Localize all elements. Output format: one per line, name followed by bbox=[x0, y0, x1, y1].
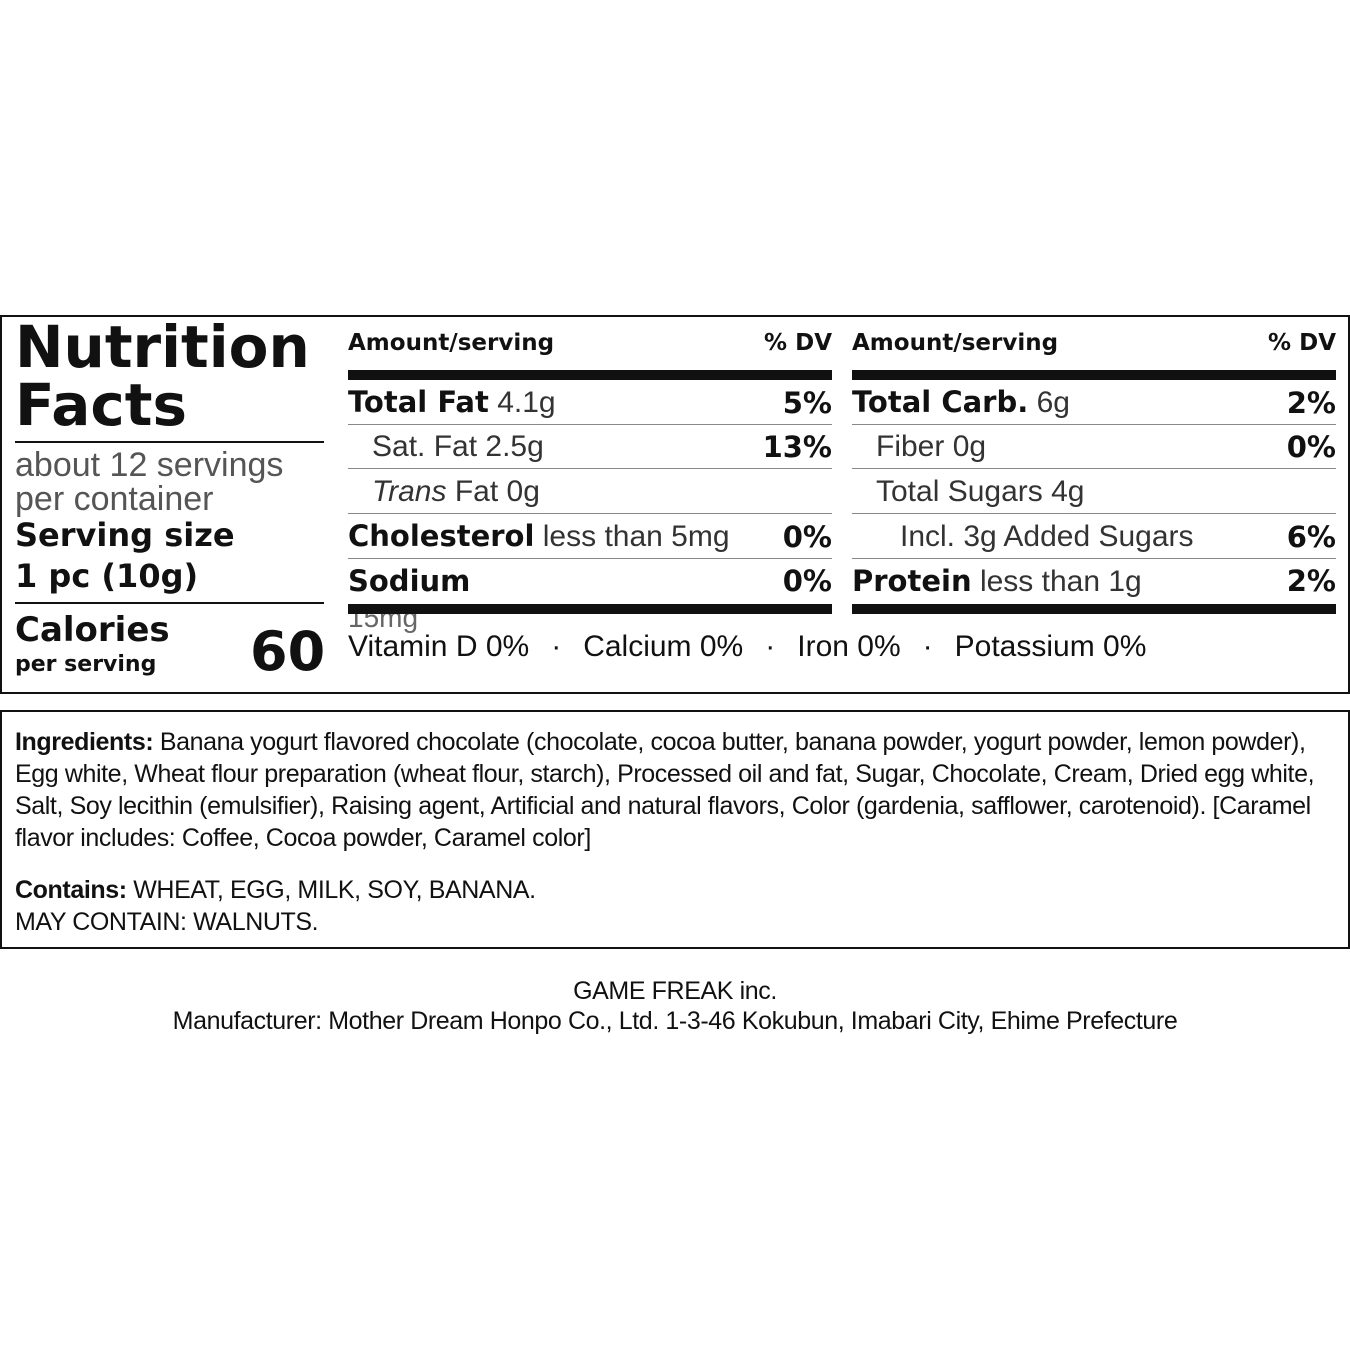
calories-sub: per serving bbox=[15, 652, 157, 677]
nutrient-amount: 0g bbox=[506, 474, 540, 508]
nutrient-name: Cholesterol bbox=[348, 519, 535, 553]
divider bbox=[15, 602, 324, 604]
ingredients: Ingredients: Banana yogurt flavored choc… bbox=[15, 726, 1335, 854]
nutrient-dv: 6% bbox=[1286, 519, 1336, 554]
nutrient-dv: 0% bbox=[782, 564, 832, 598]
dv-header: % DV bbox=[764, 330, 832, 356]
ingredients-text: Banana yogurt flavored chocolate (chocol… bbox=[15, 728, 1315, 852]
may-contain: MAY CONTAIN: WALNUTS. bbox=[15, 908, 319, 936]
nutrient-dv: 0% bbox=[1286, 429, 1336, 464]
thick-bar bbox=[348, 604, 832, 614]
nutrient-name: Protein bbox=[852, 563, 972, 598]
nutrient-name: Fiber bbox=[876, 429, 945, 463]
amount-header: Amount/serving bbox=[852, 330, 1059, 356]
title: Nutrition Facts bbox=[15, 313, 310, 439]
nutrient-name: Total Fat bbox=[348, 385, 489, 419]
nutrient-row: Protein less than 1g 2% bbox=[852, 559, 1336, 603]
ingredients-label: Ingredients: bbox=[15, 728, 154, 756]
column-header: Amount/serving % DV bbox=[852, 330, 1336, 362]
nutrient-name-italic: Trans bbox=[372, 474, 447, 508]
nutrient-amount: 4g bbox=[1051, 474, 1085, 508]
bullet: · bbox=[922, 630, 933, 663]
bullet: · bbox=[765, 630, 776, 663]
nutrient-row: Total Fat 4.1g 5% bbox=[348, 381, 832, 425]
nutrient-name: Total Carb. bbox=[852, 385, 1029, 419]
vitamins: Vitamin D 0% · Calcium 0% · Iron 0% · Potas… bbox=[348, 630, 1146, 664]
nutrient-row: Sodium 0% bbox=[348, 559, 832, 603]
dv-header: % DV bbox=[1268, 330, 1336, 356]
nutrient-row: Cholesterol less than 5mg 0% bbox=[348, 515, 832, 559]
manufacturer: Manufacturer: Mother Dream Honpo Co., Lt… bbox=[172, 1007, 1178, 1035]
serving-size-label: Serving size bbox=[15, 516, 235, 554]
amount-header: Amount/serving bbox=[348, 330, 555, 356]
serving-size: 1 pc (10g) bbox=[15, 557, 199, 595]
nutrient-amount: 6g bbox=[1036, 386, 1070, 419]
bullet: · bbox=[551, 630, 562, 663]
nutrient-row: Fiber 0g 0% bbox=[852, 425, 1336, 469]
ingredients-panel bbox=[0, 710, 1350, 949]
vitamin: Vitamin D 0% bbox=[348, 630, 530, 663]
nutrient-dv: 5% bbox=[782, 385, 832, 420]
nutrient-amount: less than 1g bbox=[979, 564, 1142, 598]
nutrient-name: Incl. 3g Added Sugars bbox=[900, 519, 1194, 553]
nutrient-amount: 0g bbox=[952, 429, 987, 463]
nutrient-amount: 4.1g bbox=[497, 386, 556, 419]
vitamin: Potassium 0% bbox=[954, 630, 1147, 663]
servings: about 12 servings per container bbox=[15, 446, 284, 518]
nutrient-dv: 13% bbox=[762, 429, 832, 464]
nutrient-name: Sodium bbox=[348, 564, 471, 598]
contains-text: WHEAT, EGG, MILK, SOY, BANANA. bbox=[133, 876, 536, 904]
nutrient-amount: 2.5g bbox=[485, 429, 544, 463]
nutrient-name: Sat. Fat bbox=[372, 429, 478, 463]
thick-bar bbox=[852, 604, 1336, 614]
vitamin: Calcium 0% bbox=[583, 630, 744, 663]
column-header: Amount/serving % DV bbox=[348, 330, 832, 362]
thick-bar bbox=[852, 370, 1336, 380]
nutrient-row: Total Sugars 4g bbox=[852, 470, 1336, 514]
nutrient-name: Fat bbox=[454, 474, 499, 508]
nutrient-row: Total Carb. 6g 2% bbox=[852, 381, 1336, 425]
calories-label: Calories bbox=[15, 610, 170, 650]
nutrient-amount: less than 5mg bbox=[542, 520, 730, 553]
vitamin: Iron 0% bbox=[797, 630, 901, 663]
contains-label: Contains: bbox=[15, 876, 127, 904]
divider bbox=[15, 441, 324, 443]
nutrient-row: Incl. 3g Added Sugars 6% bbox=[852, 515, 1336, 559]
company: GAME FREAK inc. bbox=[573, 977, 777, 1005]
nutrient-row: Sat. Fat 2.5g 13% bbox=[348, 425, 832, 469]
nutrient-dv: 0% bbox=[782, 519, 832, 554]
nutrient-dv: 2% bbox=[1286, 385, 1336, 420]
nutrient-name: Total Sugars bbox=[876, 474, 1043, 508]
nutrient-dv: 2% bbox=[1286, 564, 1336, 598]
nutrition-panel bbox=[0, 315, 1350, 694]
nutrient-row: Trans Fat 0g bbox=[348, 470, 832, 514]
calories: 60 bbox=[250, 620, 326, 683]
thick-bar bbox=[348, 370, 832, 380]
contains: Contains: WHEAT, EGG, MILK, SOY, BANANA.… bbox=[15, 874, 1335, 938]
